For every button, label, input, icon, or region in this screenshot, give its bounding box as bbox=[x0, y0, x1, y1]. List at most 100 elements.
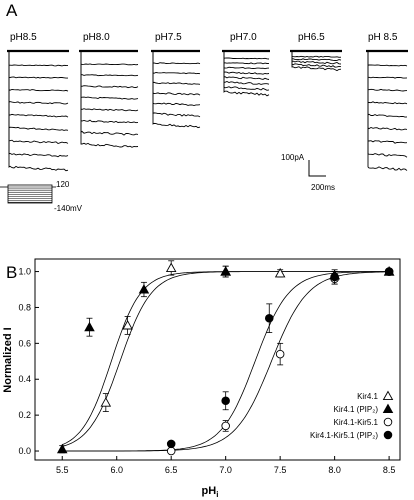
legend-label: Kir4.1-Kir5.1 (PIP₂) bbox=[310, 431, 378, 440]
current-trace bbox=[367, 51, 408, 131]
current-trace bbox=[367, 51, 408, 67]
current-trace bbox=[152, 51, 201, 106]
current-trace bbox=[291, 51, 342, 72]
plot-frame bbox=[34, 258, 401, 461]
x-tick-label: 7.0 bbox=[219, 465, 232, 475]
panel-a: A pH8.5 pH8.0 pH7.5 pH7.0 pH6.5 pH 8.5 100pA … bbox=[0, 1, 408, 213]
current-trace bbox=[291, 51, 342, 58]
current-trace bbox=[152, 51, 201, 118]
current-trace bbox=[80, 51, 139, 148]
current-trace bbox=[223, 51, 270, 65]
legend-label: Kir4.1 bbox=[357, 392, 378, 401]
data-point bbox=[264, 313, 274, 323]
legend-label: Kir4.1 (PIP₂) bbox=[334, 405, 379, 414]
legend-marker bbox=[383, 430, 393, 440]
current-trace bbox=[223, 51, 270, 80]
data-point bbox=[100, 397, 112, 407]
condition-label: pH8.5 bbox=[10, 32, 37, 43]
x-tick-label: 7.5 bbox=[274, 465, 287, 475]
scale-bar: 100pA 200ms bbox=[281, 153, 335, 192]
current-trace bbox=[8, 51, 69, 118]
legend-marker bbox=[382, 390, 394, 401]
current-trace bbox=[80, 51, 139, 66]
trace-group bbox=[222, 49, 270, 97]
current-trace bbox=[367, 51, 408, 118]
current-trace bbox=[367, 51, 408, 158]
data-point bbox=[56, 443, 68, 454]
current-trace bbox=[223, 51, 270, 75]
current-trace bbox=[8, 51, 69, 67]
x-tick-label: 6.0 bbox=[110, 465, 123, 475]
current-trace bbox=[367, 51, 408, 171]
legend-marker bbox=[382, 403, 394, 414]
current-trace bbox=[80, 51, 139, 100]
x-tick-label: 8.0 bbox=[328, 465, 341, 475]
trace-group bbox=[151, 49, 201, 129]
current-trace bbox=[8, 51, 68, 79]
current-trace bbox=[291, 51, 342, 65]
legend: Kir4.1 Kir4.1 (PIP₂) Kir4.1-Kir5.1 Kir4.1-K… bbox=[310, 390, 394, 440]
current-trace bbox=[152, 51, 201, 129]
data-series bbox=[100, 260, 395, 412]
data-series bbox=[166, 267, 394, 449]
current-trace bbox=[8, 51, 69, 92]
current-traces bbox=[7, 49, 408, 172]
x-tick-label: 8.5 bbox=[383, 465, 396, 475]
current-trace bbox=[80, 51, 139, 77]
current-trace bbox=[291, 51, 342, 61]
protocol-box bbox=[7, 184, 53, 204]
data-point bbox=[220, 266, 231, 276]
data-point bbox=[165, 262, 177, 273]
current-trace bbox=[367, 51, 408, 92]
scale-bar-lines bbox=[308, 160, 326, 177]
condition-label: pH7.0 bbox=[230, 32, 257, 43]
current-trace bbox=[291, 51, 342, 68]
y-tick-label: 1.0 bbox=[18, 267, 31, 277]
data-point bbox=[166, 439, 176, 449]
data-point bbox=[84, 321, 95, 332]
panel-b: B 5.5 6.0 6.5 7.0 7.5 8.0 8.5 0.0 0.2 0.4 0.6 0.8 1… bbox=[2, 258, 401, 499]
current-trace bbox=[367, 51, 408, 144]
y-tick-label: 0.2 bbox=[18, 410, 31, 420]
legend-marker bbox=[383, 417, 393, 427]
current-trace bbox=[8, 51, 69, 131]
trace-group bbox=[79, 49, 139, 148]
current-trace bbox=[223, 51, 270, 60]
data-point bbox=[275, 349, 285, 359]
condition-label: pH 8.5 bbox=[368, 32, 398, 43]
data-point bbox=[221, 396, 230, 406]
current-trace bbox=[152, 51, 201, 85]
data-point bbox=[166, 446, 176, 456]
current-trace bbox=[367, 51, 408, 79]
current-trace bbox=[367, 51, 408, 105]
current-trace bbox=[8, 51, 69, 145]
y-tick-label: 0.8 bbox=[18, 302, 31, 312]
current-trace bbox=[152, 51, 201, 75]
data-point bbox=[122, 319, 133, 330]
x-axis: 5.5 6.0 6.5 7.0 7.5 8.0 8.5 bbox=[56, 456, 395, 475]
current-trace bbox=[8, 51, 69, 172]
x-tick-label: 5.5 bbox=[56, 465, 69, 475]
y-axis-label: Normalized I bbox=[2, 327, 14, 392]
current-trace bbox=[80, 51, 139, 112]
condition-label: pH8.0 bbox=[83, 32, 110, 43]
legend-label: Kir4.1-Kir5.1 bbox=[334, 418, 379, 427]
current-trace bbox=[223, 51, 270, 85]
y-tick-label: 0.6 bbox=[18, 338, 31, 348]
y-tick-label: 0.4 bbox=[18, 374, 31, 384]
data-point bbox=[384, 267, 394, 276]
trace-group bbox=[7, 49, 69, 172]
y-axis: 0.0 0.2 0.4 0.6 0.8 1.0 bbox=[18, 267, 39, 456]
data-point bbox=[221, 421, 230, 431]
protocol-upper-label: 120 bbox=[56, 180, 70, 189]
x-tick-label: 6.5 bbox=[165, 465, 178, 475]
data-point bbox=[330, 272, 339, 282]
data-point bbox=[274, 267, 286, 278]
current-trace bbox=[8, 51, 69, 158]
protocol-lower-label: -140mV bbox=[54, 204, 83, 213]
y-tick-label: 0.0 bbox=[18, 446, 31, 456]
data-points bbox=[56, 260, 395, 456]
current-trace bbox=[80, 51, 139, 124]
current-trace bbox=[223, 51, 270, 91]
